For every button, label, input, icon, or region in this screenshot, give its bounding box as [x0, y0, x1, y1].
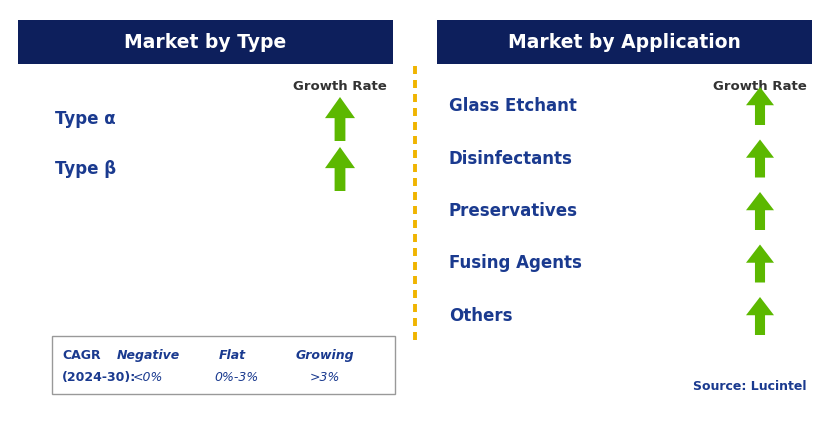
Text: Growth Rate: Growth Rate	[293, 80, 387, 92]
Text: Type α: Type α	[55, 110, 115, 128]
Text: 0%-3%: 0%-3%	[214, 371, 259, 384]
Polygon shape	[745, 192, 773, 230]
Text: Type β: Type β	[55, 160, 116, 178]
Polygon shape	[258, 355, 292, 375]
Text: Disinfectants: Disinfectants	[449, 150, 572, 167]
Text: <0%: <0%	[132, 371, 163, 384]
Polygon shape	[325, 147, 354, 191]
FancyBboxPatch shape	[436, 20, 811, 64]
Text: Growth Rate: Growth Rate	[712, 80, 806, 92]
Text: Others: Others	[449, 307, 512, 325]
Text: Market by Application: Market by Application	[508, 33, 740, 51]
Text: Flat: Flat	[218, 349, 245, 362]
FancyBboxPatch shape	[52, 336, 394, 394]
Text: (2024-30):: (2024-30):	[62, 371, 136, 384]
Text: CAGR: CAGR	[62, 349, 100, 362]
Polygon shape	[745, 87, 773, 125]
FancyBboxPatch shape	[18, 20, 392, 64]
Text: Growing: Growing	[296, 349, 354, 362]
Text: Preservatives: Preservatives	[449, 202, 577, 220]
Polygon shape	[745, 139, 773, 178]
Text: Glass Etchant: Glass Etchant	[449, 97, 576, 115]
Polygon shape	[745, 297, 773, 335]
Polygon shape	[325, 97, 354, 141]
Text: Market by Type: Market by Type	[124, 33, 286, 51]
Polygon shape	[359, 347, 383, 383]
Polygon shape	[745, 245, 773, 282]
Text: Source: Lucintel: Source: Lucintel	[693, 379, 806, 393]
Text: Fusing Agents: Fusing Agents	[449, 254, 581, 273]
Polygon shape	[178, 349, 198, 381]
Text: Negative: Negative	[116, 349, 180, 362]
Text: >3%: >3%	[310, 371, 339, 384]
